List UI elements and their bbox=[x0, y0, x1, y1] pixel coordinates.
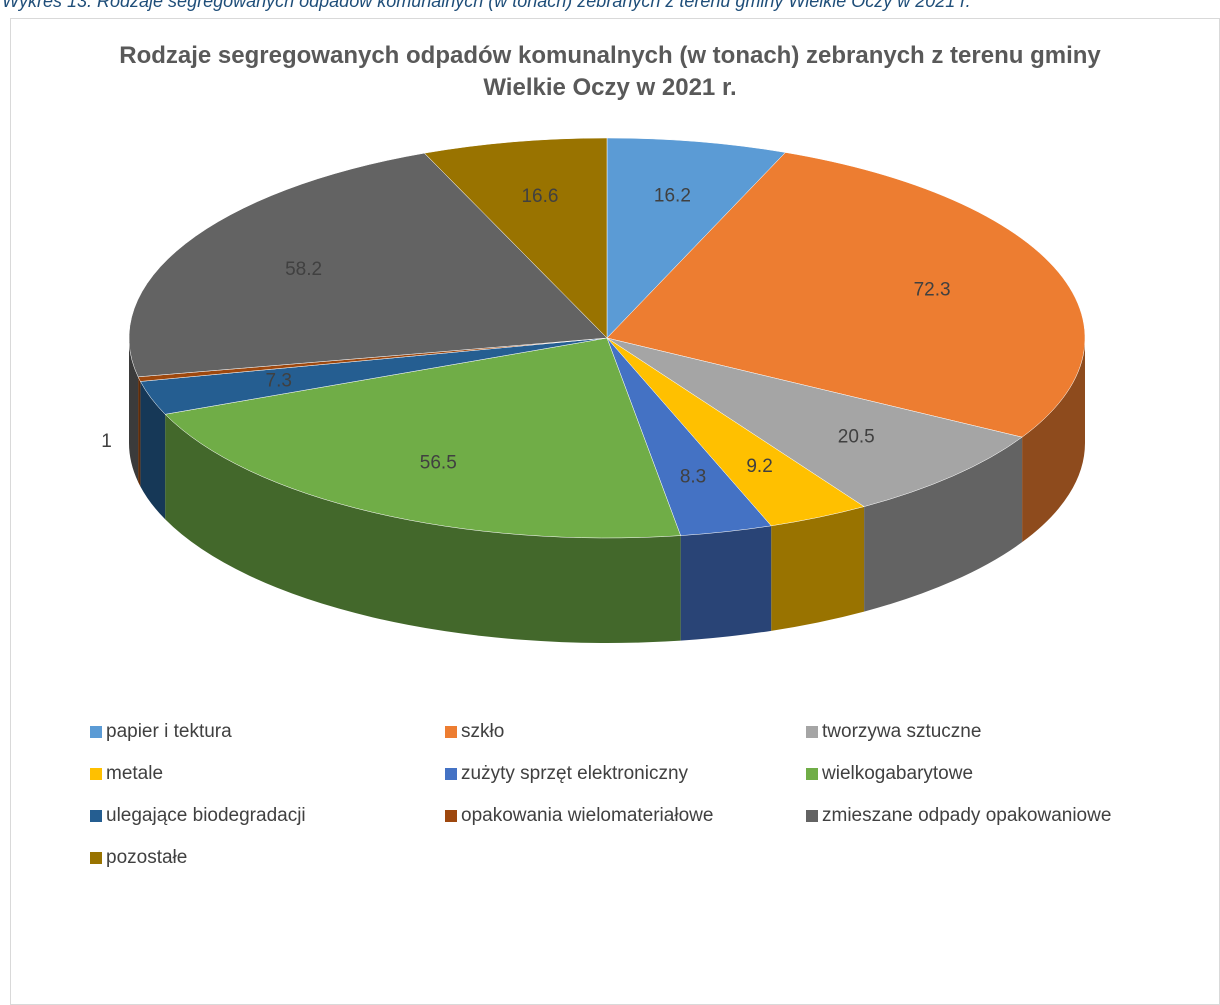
legend-label: szkło bbox=[461, 721, 504, 742]
legend-label: zużyty sprzęt elektroniczny bbox=[461, 763, 689, 784]
slice-side bbox=[771, 506, 865, 631]
legend-label: zmieszane odpady opakowaniowe bbox=[822, 805, 1111, 826]
slice-side bbox=[680, 525, 772, 641]
slice-side bbox=[140, 381, 166, 520]
slice-side bbox=[165, 414, 681, 643]
legend-label: papier i tektura bbox=[106, 721, 232, 742]
data-label: 9.2 bbox=[746, 456, 772, 477]
slice bbox=[606, 137, 786, 339]
legend-swatch bbox=[445, 810, 457, 822]
legend-swatch bbox=[90, 768, 102, 780]
data-label: 58.2 bbox=[285, 259, 322, 280]
legend-swatch bbox=[806, 810, 818, 822]
data-label: 7.3 bbox=[266, 370, 292, 391]
slice-side bbox=[138, 376, 141, 487]
legend-swatch bbox=[445, 768, 457, 780]
legend-swatch bbox=[806, 726, 818, 738]
legend-label: pozostałe bbox=[106, 847, 187, 868]
legend-label: wielkogabarytowe bbox=[821, 763, 973, 784]
data-label: 8.3 bbox=[680, 466, 706, 487]
slice-side bbox=[864, 437, 1023, 612]
legend-label: tworzywa sztuczne bbox=[822, 721, 981, 742]
data-label: 20.5 bbox=[838, 426, 875, 447]
legend-label: metale bbox=[106, 763, 163, 784]
slice bbox=[606, 152, 1086, 438]
chart-title: Rodzaje segregowanych odpadów komunalnyc… bbox=[119, 42, 1101, 101]
data-label: 16.2 bbox=[654, 186, 691, 207]
slice-side bbox=[129, 338, 139, 482]
legend-swatch bbox=[90, 810, 102, 822]
slice bbox=[164, 337, 681, 539]
slice bbox=[423, 137, 608, 339]
slice bbox=[606, 337, 1023, 507]
slice bbox=[128, 152, 608, 378]
legend-swatch bbox=[90, 726, 102, 738]
legend-label: ulegające biodegradacji bbox=[106, 805, 306, 826]
caption: Wykres 13. Rodzaje segregowanych odpadów… bbox=[2, 0, 971, 11]
data-label: 16.6 bbox=[521, 186, 558, 207]
legend-swatch bbox=[445, 726, 457, 738]
data-label: 72.3 bbox=[914, 280, 951, 301]
legend-swatch bbox=[90, 852, 102, 864]
legend-label: opakowania wielomateriałowe bbox=[461, 805, 713, 826]
legend-swatch bbox=[806, 768, 818, 780]
data-label: 1 bbox=[101, 431, 112, 452]
data-label: 56.5 bbox=[420, 453, 457, 474]
